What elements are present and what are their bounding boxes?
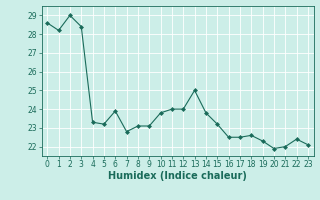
X-axis label: Humidex (Indice chaleur): Humidex (Indice chaleur) <box>108 171 247 181</box>
